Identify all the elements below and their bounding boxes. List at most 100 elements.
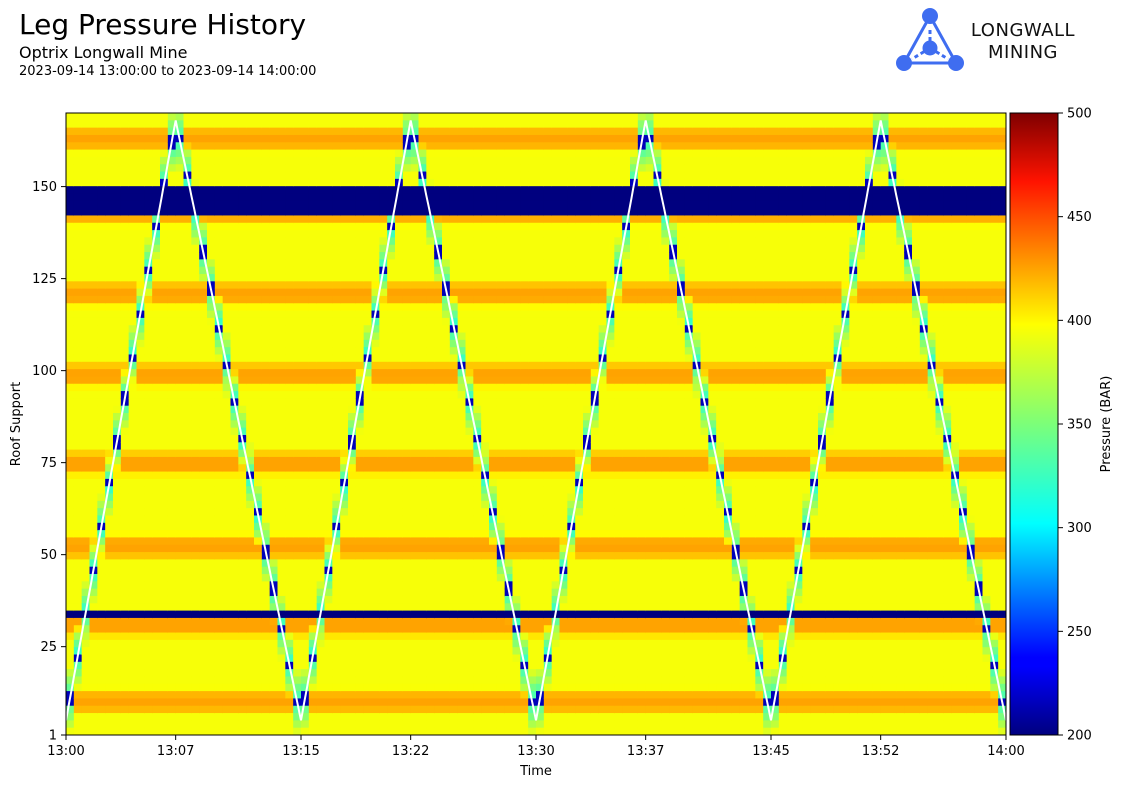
heatmap-cell [269,398,279,407]
heatmap-cell [136,581,145,590]
heatmap-cell [395,727,404,735]
heatmap-cell [457,288,467,297]
heatmap-cell [105,639,114,648]
heatmap-cell [167,186,177,195]
heatmap-cell [175,361,185,370]
heatmap-cell [97,405,106,414]
heatmap-cell [332,186,341,195]
heatmap-cell [105,208,114,217]
heatmap-cell [387,310,396,319]
heatmap-cell [97,588,106,597]
heatmap-cell [379,471,388,480]
heatmap-cell [81,332,91,341]
heatmap-cell [261,617,271,626]
heatmap-cell [442,661,451,670]
heatmap-cell [191,383,200,392]
heatmap-cell [371,252,380,260]
heatmap-cell [160,654,169,663]
heatmap-cell [144,544,153,553]
heatmap-cell [434,434,443,443]
heatmap-cell [465,164,474,173]
heatmap-cell [66,369,75,378]
heatmap-cell [308,500,318,509]
heatmap-cell [324,683,333,692]
heatmap-cell [199,193,208,202]
heatmap-cell [434,339,443,348]
heatmap-cell [293,434,302,443]
heatmap-cell [410,727,420,735]
heatmap-cell [120,449,130,458]
heatmap-cell [214,252,224,260]
heatmap-cell [222,720,232,729]
heatmap-cell [418,471,427,480]
heatmap-cell [520,420,529,429]
heatmap-cell [199,471,208,480]
heatmap-cell [489,281,498,290]
heatmap-cell [246,493,255,502]
heatmap-cell [449,295,459,304]
heatmap-cell [402,369,412,378]
heatmap-cell [293,588,302,597]
heatmap-cell [144,727,153,735]
heatmap-cell [167,625,177,634]
heatmap-cell [207,676,216,685]
heatmap-cell [426,230,435,238]
heatmap-cell [504,574,514,582]
heatmap-cell [144,273,153,282]
heatmap-cell [269,200,279,209]
heatmap-cell [293,398,302,407]
heatmap-cell [120,552,130,560]
heatmap-cell [285,354,294,363]
heatmap-cell [465,478,474,487]
heatmap-cell [387,705,396,714]
heatmap-cell [418,588,427,597]
heatmap-cell [128,493,138,502]
heatmap-cell [113,442,122,451]
heatmap-cell [269,705,279,714]
heatmap-cell [285,581,294,590]
heatmap-cell [97,478,106,487]
heatmap-cell [489,691,498,700]
heatmap-cell [434,215,443,224]
heatmap-cell [363,500,373,509]
heatmap-cell [379,383,388,392]
heatmap-cell [128,691,138,700]
heatmap-cell [128,391,138,399]
heatmap-cell [128,515,138,524]
heatmap-cell [254,134,263,143]
heatmap-cell [120,369,130,378]
heatmap-cell [97,295,106,304]
heatmap-cell [324,442,333,451]
heatmap-cell [512,493,521,502]
heatmap-cell [504,354,514,363]
heatmap-cell [191,420,200,429]
heatmap-cell [136,537,145,546]
heatmap-cell [426,574,435,582]
heatmap-cell [395,376,404,385]
heatmap-cell [73,625,83,634]
heatmap-cell [81,252,91,260]
heatmap-cell [402,522,412,531]
heatmap-cell [152,134,161,143]
heatmap-cell [442,581,451,590]
heatmap-cell [293,559,302,568]
heatmap-cell [324,544,333,553]
heatmap-cell [457,698,467,707]
heatmap-cell [489,383,498,392]
heatmap-cell [395,222,404,231]
heatmap-cell [144,361,153,370]
heatmap-cell [449,413,459,421]
heatmap-cell [434,574,443,582]
heatmap-cell [238,149,247,158]
heatmap-cell [207,405,216,414]
heatmap-cell [269,120,279,129]
heatmap-cell [285,332,294,341]
heatmap-cell [66,471,75,480]
heatmap-cell [183,288,192,297]
heatmap-cell [387,639,396,648]
heatmap-cell [457,295,467,304]
heatmap-cell [504,515,514,524]
heatmap-cell [277,574,286,582]
heatmap-cell [66,610,75,619]
heatmap-cell [238,215,247,224]
